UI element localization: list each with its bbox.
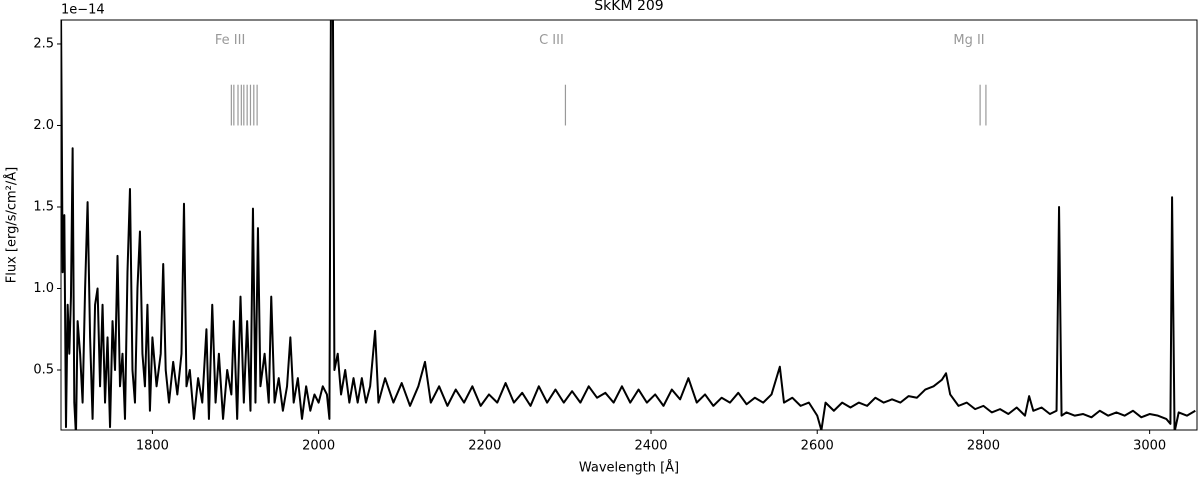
y-tick-label: 2.5 <box>33 36 54 51</box>
spectral-line-label: C III <box>539 33 564 48</box>
x-tick-label: 2200 <box>468 439 501 454</box>
y-axis-label: Flux [erg/s/cm²/Å] <box>4 167 20 284</box>
spectrum-line <box>61 20 1196 430</box>
x-tick-label: 2800 <box>967 439 1000 454</box>
y-tick-label: 2.0 <box>33 118 54 133</box>
spectral-line-label: Fe III <box>215 33 245 48</box>
chart-title: SkKM 209 <box>594 0 663 14</box>
y-tick-label: 0.5 <box>33 363 54 378</box>
x-axis-label: Wavelength [Å] <box>579 460 679 476</box>
x-tick-label: 2600 <box>801 439 834 454</box>
x-tick-label: 2400 <box>634 439 667 454</box>
y-tick-label: 1.5 <box>33 199 54 214</box>
x-tick-label: 2000 <box>302 439 335 454</box>
y-offset-label: 1e−14 <box>61 3 105 18</box>
plot-frame <box>60 19 1198 431</box>
y-tick-label: 1.0 <box>33 281 54 296</box>
spectral-line-label: Mg II <box>953 33 984 48</box>
x-tick-label: 1800 <box>136 439 169 454</box>
x-tick-label: 3000 <box>1133 439 1166 454</box>
